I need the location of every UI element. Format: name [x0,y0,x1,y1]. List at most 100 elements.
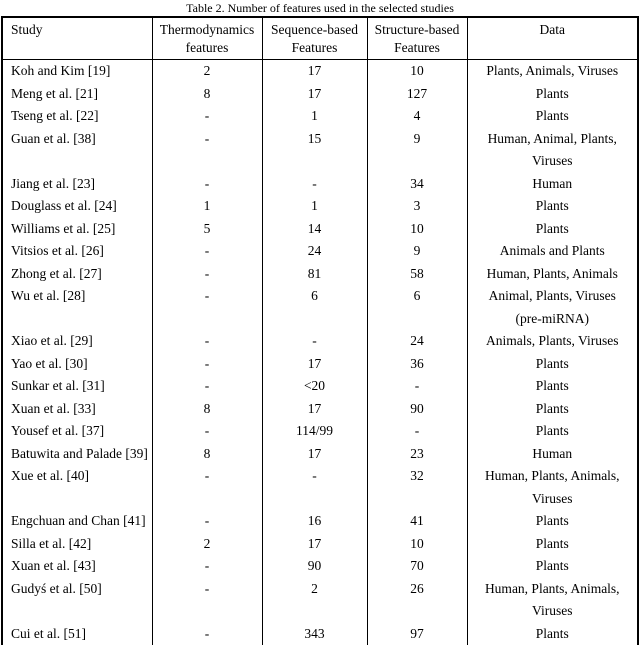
cell-sequence-based-features: 17 [261,442,367,465]
cell-thermodynamics-features: - [151,577,262,623]
table-row: Xue et al. [40] - - 32 Human, Plants, An… [2,465,638,510]
cell-study: Yao et al. [30] [11,355,88,371]
cell-structure-based-features: 24 [366,330,467,353]
cell-data: Plants [466,555,638,578]
cell-data: Plants, Animals, Viruses [466,59,638,83]
cell-sequence-based-features: 17 [261,397,367,420]
table-row: Yao et al. [30] - 17 36 Plants [2,352,638,375]
cell-study: Xue et al. [40] [11,468,89,483]
cell-thermodynamics-features: - [151,465,262,510]
cell-data: Human, Animal, Plants, Viruses [466,127,638,173]
cell-structure-based-features: - [366,375,467,398]
cell-structure-based-features: 41 [366,510,467,533]
table-caption: Table 2. Number of features used in the … [186,1,454,15]
table-row: Xuan et al. [33] 8 17 90 Plants [2,397,638,420]
cell-data: Human [466,442,638,465]
cell-study: Engchuan and Chan [41] [11,513,146,528]
column-header-thermodynamics-features: Thermodynamics features [151,17,262,60]
table-row: Sunkar et al. [31] - <20 - Plants [2,375,638,398]
table-row: Meng et al. [21] 8 17 127 Plants [2,82,638,105]
column-header-data: Data [466,17,638,60]
cell-sequence-based-features: 17 [261,59,367,83]
cell-study: Vitsios et al. [26] [11,243,104,258]
cell-sequence-based-features: 15 [261,127,367,173]
cell-thermodynamics-features: - [151,127,262,173]
cell-sequence-based-features: 6 [261,285,367,330]
table-row: Yousef et al. [37] - 114/99 - Plants [2,420,638,443]
cell-sequence-based-features: - [261,465,367,510]
cell-thermodynamics-features: - [151,510,262,533]
table-row: Douglass et al. [24] 1 1 3 Plants [2,195,638,218]
cell-thermodynamics-features: 2 [151,532,262,555]
cell-data: Human [466,172,638,195]
cell-structure-based-features: 58 [366,262,467,285]
cell-study: Yousef et al. [37] [11,423,105,438]
cell-data: Human, Plants, Animals [466,262,638,285]
table-row: Tseng et al. [22] - 1 4 Plants [2,105,638,128]
cell-structure-based-features: 10 [366,217,467,240]
cell-data: Plants [466,82,638,105]
cell-study: Xuan et al. [33] [11,400,96,416]
cell-thermodynamics-features: - [151,262,262,285]
cell-study: Koh and Kim [19] [11,63,111,78]
cell-study: Douglass et al. [24] [11,198,117,213]
cell-structure-based-features: 32 [366,465,467,510]
cell-study: Xiao et al. [29] [11,333,93,348]
table-row: Williams et al. [25] 5 14 10 Plants [2,217,638,240]
cell-data: Human, Plants, Animals, Viruses [466,577,638,623]
cell-sequence-based-features: 343 [261,622,367,645]
cell-structure-based-features: 36 [366,352,467,375]
column-header-sequence-based-features: Sequence-based Features [261,17,367,60]
cell-structure-based-features: 90 [366,397,467,420]
cell-sequence-based-features: 17 [261,352,367,375]
table-row: Gudyś et al. [50] - 2 26 Human, Plants, … [2,577,638,623]
cell-study: Batuwita and Palade [39] [11,445,148,461]
cell-sequence-based-features: 14 [261,217,367,240]
header-row: Study Thermodynamics features Sequence-b… [2,17,638,60]
cell-data: Plants [466,217,638,240]
cell-thermodynamics-features: - [151,555,262,578]
table-row: Zhong et al. [27] - 81 58 Human, Plants,… [2,262,638,285]
cell-study: Jiang et al. [23] [11,175,95,191]
cell-data: Plants [466,195,638,218]
column-header-study: Study [2,17,152,60]
cell-study: Williams et al. [25] [11,220,116,236]
cell-structure-based-features: 4 [366,105,467,128]
cell-data: Animal, Plants, Viruses (pre-miRNA) [466,285,638,330]
table-row: Silla et al. [42] 2 17 10 Plants [2,532,638,555]
cell-study: Meng et al. [21] [11,85,98,101]
cell-study: Cui et al. [51] [11,625,86,641]
cell-data: Plants [466,105,638,128]
cell-sequence-based-features: 90 [261,555,367,578]
features-table: Study Thermodynamics features Sequence-b… [1,16,639,645]
cell-sequence-based-features: 24 [261,240,367,263]
table-row: Guan et al. [38] - 15 9 Human, Animal, P… [2,127,638,173]
cell-thermodynamics-features: 5 [151,217,262,240]
cell-data: Plants [466,375,638,398]
cell-thermodynamics-features: - [151,420,262,443]
cell-sequence-based-features: 114/99 [261,420,367,443]
table-row: Xiao et al. [29] - - 24 Animals, Plants,… [2,330,638,353]
cell-structure-based-features: 6 [366,285,467,330]
table-row: Jiang et al. [23] - - 34 Human [2,172,638,195]
cell-data: Animals and Plants [466,240,638,263]
cell-study: Wu et al. [28] [11,288,86,303]
cell-structure-based-features: 9 [366,240,467,263]
cell-structure-based-features: 70 [366,555,467,578]
cell-thermodynamics-features: 1 [151,195,262,218]
cell-thermodynamics-features: - [151,105,262,128]
table-row: Batuwita and Palade [39] 8 17 23 Human [2,442,638,465]
cell-thermodynamics-features: - [151,172,262,195]
cell-sequence-based-features: 17 [261,532,367,555]
cell-thermodynamics-features: 8 [151,397,262,420]
cell-structure-based-features: 23 [366,442,467,465]
cell-study: Zhong et al. [27] [11,265,102,281]
cell-structure-based-features: 97 [366,622,467,645]
cell-study: Sunkar et al. [31] [11,378,105,393]
cell-thermodynamics-features: - [151,622,262,645]
cell-thermodynamics-features: - [151,330,262,353]
cell-sequence-based-features: 17 [261,82,367,105]
table-row: Xuan et al. [43] - 90 70 Plants [2,555,638,578]
cell-sequence-based-features: 1 [261,195,367,218]
